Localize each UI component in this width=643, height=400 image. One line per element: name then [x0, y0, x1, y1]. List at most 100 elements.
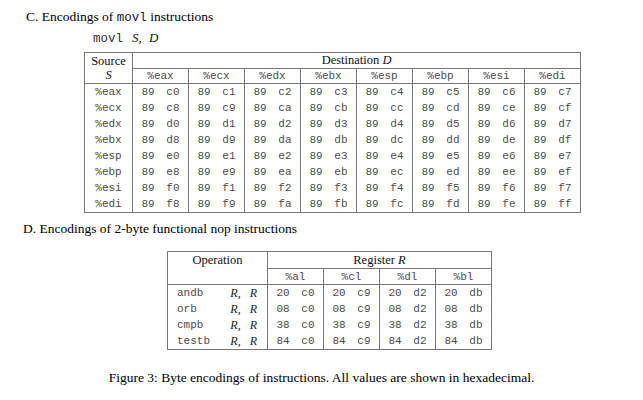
encoding-cell: 89 c8	[133, 100, 189, 116]
encoding-cell: 89 fb	[301, 196, 357, 213]
encoding-cell: 89 cc	[357, 100, 413, 116]
encoding-cell: 08 d2	[380, 301, 436, 317]
dest-reg-header: %ebp	[413, 69, 469, 84]
source-header-cell: Source S	[85, 53, 133, 84]
operation-header-cell: Operation	[168, 252, 268, 285]
operation-cell: andbR, R	[168, 285, 268, 302]
dest-reg-header: %ecx	[189, 69, 245, 84]
encoding-cell: 89 c1	[189, 84, 245, 101]
encoding-cell: 89 f9	[189, 196, 245, 213]
encoding-cell: 89 d9	[189, 132, 245, 148]
encoding-cell: 89 da	[245, 132, 301, 148]
movl-operands: S, D	[132, 30, 158, 45]
dest-reg-header: %edx	[245, 69, 301, 84]
source-register-label: %edi	[85, 196, 133, 213]
encoding-cell: 89 ea	[245, 164, 301, 180]
encoding-cell: 89 ee	[469, 164, 525, 180]
encoding-cell: 89 e3	[301, 148, 357, 164]
encoding-cell: 89 c0	[133, 84, 189, 101]
encoding-cell: 89 d1	[189, 116, 245, 132]
figure-caption: Figure 3: Byte encodings of instructions…	[0, 370, 643, 386]
register-subheader: %al	[268, 269, 324, 285]
encoding-cell: 89 f3	[301, 180, 357, 196]
table-row: %ebx89 d889 d989 da89 db89 dc89 dd89 de8…	[85, 132, 581, 148]
encoding-cell: 89 e4	[357, 148, 413, 164]
source-register-label: %esi	[85, 180, 133, 196]
encoding-cell: 89 e9	[189, 164, 245, 180]
encoding-cell: 89 d0	[133, 116, 189, 132]
encoding-cell: 89 f5	[413, 180, 469, 196]
movl-table-body: %eax89 c089 c189 c289 c389 c489 c589 c68…	[85, 84, 581, 213]
table-row: %esi89 f089 f189 f289 f389 f489 f589 f68…	[85, 180, 581, 196]
operation-cell: testbR, R	[168, 333, 268, 350]
source-register-label: %ecx	[85, 100, 133, 116]
source-variable: S	[85, 68, 132, 82]
encoding-cell: 89 de	[469, 132, 525, 148]
table-header-row: Operation Register R	[168, 252, 492, 269]
encoding-cell: 89 f6	[469, 180, 525, 196]
encoding-cell: 89 c2	[245, 84, 301, 101]
table-row: %eax89 c089 c189 c289 c389 c489 c589 c68…	[85, 84, 581, 101]
operation-cell: orb R, R	[168, 301, 268, 317]
source-register-label: %esp	[85, 148, 133, 164]
destination-header-cell: Destination D	[133, 53, 581, 69]
dest-reg-header: %edi	[525, 69, 581, 84]
encoding-cell: 38 c0	[268, 317, 324, 333]
encoding-cell: 38 c9	[324, 317, 380, 333]
encoding-cell: 89 f1	[189, 180, 245, 196]
dest-reg-header: %ebx	[301, 69, 357, 84]
operation-inner: testbR, R	[168, 334, 267, 349]
table-row: %edi89 f889 f989 fa89 fb89 fc89 fd89 fe8…	[85, 196, 581, 213]
encoding-cell: 20 c0	[268, 285, 324, 302]
encoding-cell: 89 ca	[245, 100, 301, 116]
encoding-cell: 84 c0	[268, 333, 324, 350]
movl-mnemonic: movl	[93, 32, 123, 46]
table-row: cmpbR, R38 c038 c938 d238 db	[168, 317, 492, 333]
encoding-cell: 89 fc	[357, 196, 413, 213]
encoding-cell: 89 d5	[413, 116, 469, 132]
encoding-cell: 20 db	[436, 285, 492, 302]
encoding-cell: 89 c6	[469, 84, 525, 101]
encoding-cell: 84 d2	[380, 333, 436, 350]
encoding-cell: 38 d2	[380, 317, 436, 333]
operation-mnemonic: cmpb	[177, 319, 203, 331]
register-header-cell: Register R	[268, 252, 492, 269]
encoding-cell: 89 d8	[133, 132, 189, 148]
register-subheader: %cl	[324, 269, 380, 285]
encoding-cell: 84 db	[436, 333, 492, 350]
encoding-cell: 89 d4	[357, 116, 413, 132]
encoding-cell: 89 e5	[413, 148, 469, 164]
encoding-cell: 89 f7	[525, 180, 581, 196]
encoding-cell: 89 c3	[301, 84, 357, 101]
encoding-cell: 89 db	[301, 132, 357, 148]
encoding-cell: 89 f8	[133, 196, 189, 213]
heading-c-prefix: C. Encodings of	[26, 9, 117, 24]
encoding-cell: 89 cb	[301, 100, 357, 116]
register-variable: R	[398, 253, 406, 267]
encoding-cell: 89 ef	[525, 164, 581, 180]
table-row: %esp89 e089 e189 e289 e389 e489 e589 e68…	[85, 148, 581, 164]
operation-mnemonic: orb	[177, 303, 197, 315]
operation-operands: R, R	[230, 334, 257, 349]
table-row: %ecx89 c889 c989 ca89 cb89 cc89 cd89 ce8…	[85, 100, 581, 116]
operation-operands: R, R	[230, 286, 257, 301]
encoding-cell: 89 c9	[189, 100, 245, 116]
register-subheader: %dl	[380, 269, 436, 285]
encoding-cell: 08 c0	[268, 301, 324, 317]
encoding-cell: 89 e6	[469, 148, 525, 164]
encoding-cell: 89 e7	[525, 148, 581, 164]
operation-inner: cmpbR, R	[168, 318, 267, 333]
operation-inner: orb R, R	[168, 302, 267, 317]
encoding-cell: 20 c9	[324, 285, 380, 302]
operation-operands: R, R	[230, 302, 257, 317]
encoding-cell: 89 cd	[413, 100, 469, 116]
source-register-label: %edx	[85, 116, 133, 132]
encoding-cell: 89 cf	[525, 100, 581, 116]
destination-variable: D	[382, 53, 391, 67]
encoding-cell: 89 c4	[357, 84, 413, 101]
operation-cell: cmpbR, R	[168, 317, 268, 333]
table-row: andbR, R20 c020 c920 d220 db	[168, 285, 492, 302]
table-header-row: Source S Destination D	[85, 53, 581, 69]
table-row: %ebp89 e889 e989 ea89 eb89 ec89 ed89 ee8…	[85, 164, 581, 180]
nop-table-body: andbR, R20 c020 c920 d220 dborbR, R08 c0…	[168, 285, 492, 350]
